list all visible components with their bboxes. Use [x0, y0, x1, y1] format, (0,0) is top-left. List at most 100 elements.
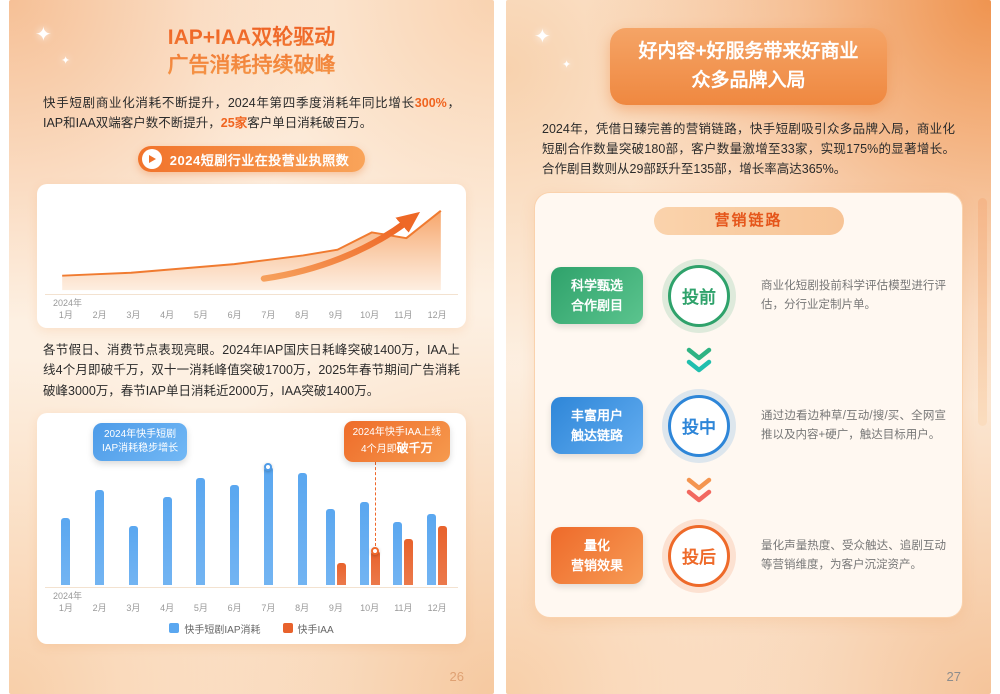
holiday-paragraph: 各节假日、消费节点表现亮眼。2024年IAP国庆日耗峰突破1400万，IAA上线… — [43, 343, 460, 398]
stage-description: 通过边看边种草/互动/搜/买、全网宣推以及内容+硬广，触达目标用户。 — [761, 409, 946, 441]
page-title: IAP+IAA双轮驱动 广告消耗持续破峰 — [9, 24, 494, 81]
bar-iaa — [370, 550, 380, 585]
bar-chart: 2024年快手短剧 IAP消耗稳步增长 2024年快手IAA上线 4个月即破千万 — [45, 419, 458, 585]
axis-tick-label: 11月 — [394, 602, 413, 613]
bar-iap — [95, 489, 105, 585]
legend-swatch-blue — [169, 623, 180, 634]
area-chart — [62, 210, 442, 291]
stage-label-pill: 科学甄选 合作剧目 — [551, 267, 643, 325]
highlight-25-clients: 25家 — [220, 115, 248, 130]
x-axis-month-labels: 1月 2月 3月 4月 5月 6月 7月 8月 9月 10月 11月 12月 — [49, 601, 454, 614]
page-number: 27 — [946, 669, 961, 684]
bar-iap — [359, 501, 369, 585]
funnel-divider — [551, 475, 946, 507]
intro-text: 客户单日消耗破百万。 — [247, 115, 373, 130]
page-title-line1: 好内容+好服务带来好商业 — [638, 41, 859, 62]
bar-iaa — [404, 538, 414, 585]
callout-bold-text: 破千万 — [396, 440, 433, 455]
x-axis-month-labels: 1月 2月 3月 4月 5月 6月 7月 8月 9月 10月 11月 12月 — [49, 308, 454, 321]
bar-iap — [61, 517, 71, 585]
page-title-line2: 广告消耗持续破峰 — [167, 54, 336, 78]
legend-label: 快手IAA — [297, 624, 334, 636]
legend-item-iaa: 快手IAA — [282, 621, 334, 636]
axis-tick-label: 5月 — [193, 602, 208, 613]
funnel-stage-mid-launch: 丰富用户 触达链路 投中 通过边看边种草/互动/搜/买、全网宣推以及内容+硬广，… — [551, 377, 946, 475]
axis-tick-label: 2月 — [92, 602, 107, 613]
area-chart-card: 2024年 1月 2月 3月 4月 5月 6月 7月 8月 9月 10月 11月 12月 — [37, 184, 466, 329]
callout-text: 2024年快手短剧 — [103, 428, 177, 440]
stage-label-line2: 触达链路 — [570, 427, 623, 443]
stage-label-line1: 量化 — [583, 538, 610, 554]
data-point-dot — [371, 546, 380, 555]
data-point-dot — [264, 462, 273, 471]
stage-circle-pre: 投前 — [668, 264, 730, 327]
area-line — [62, 210, 442, 277]
stage-description: 商业化短剧投前科学评估模型进行评估，分行业定制片单。 — [761, 279, 946, 311]
axis-tick-label: 3月 — [126, 310, 141, 321]
callout-iap-growth: 2024年快手短剧 IAP消耗稳步增长 — [93, 422, 188, 461]
axis-tick-label: 8月 — [295, 310, 310, 321]
page-title-line2: 众多品牌入局 — [691, 70, 806, 92]
chart-title-badge: 2024短剧行业在投营业执照数 — [137, 146, 366, 173]
bar-group — [319, 461, 353, 585]
bar-series — [45, 461, 458, 585]
bar-group — [49, 461, 83, 585]
callout-text: 4个月即破千万 — [361, 440, 433, 455]
axis-tick-label: 11月 — [394, 310, 413, 321]
bar-iap — [263, 466, 273, 585]
bar-group — [285, 461, 319, 585]
callout-iaa-milestone: 2024年快手IAA上线 4个月即破千万 — [343, 420, 450, 462]
bar-chart-card: 2024年快手短剧 IAP消耗稳步增长 2024年快手IAA上线 4个月即破千万… — [37, 412, 466, 644]
axis-tick-label: 7月 — [261, 310, 276, 321]
highlight-300-percent: 300% — [414, 95, 447, 110]
bar-iap — [196, 477, 206, 585]
callout-connector-line — [375, 461, 377, 546]
x-axis-year-label: 2024年 — [53, 590, 83, 601]
stage-label-pill: 丰富用户 触达链路 — [551, 397, 643, 455]
axis-tick-label: 5月 — [193, 310, 208, 321]
funnel-divider — [551, 345, 946, 377]
bar-iap — [297, 472, 307, 585]
axis-tick-label: 4月 — [160, 310, 175, 321]
funnel-stage-post-launch: 量化 营销效果 投后 量化声量热度、受众触达、追剧互动等营销维度，为客户沉淀资产… — [551, 507, 946, 605]
bar-iap — [427, 513, 437, 585]
axis-tick-label: 8月 — [295, 602, 310, 613]
page-right: ✦ ✦ 好内容+好服务带来好商业 众多品牌入局 2024年，凭借日臻完善的营销链… — [506, 0, 991, 694]
funnel-header-pill: 营销链路 — [653, 206, 844, 235]
brand-paragraph: 2024年，凭借日臻完善的营销链路，快手短剧吸引众多品牌入局，商业化短剧合作数量… — [542, 121, 955, 177]
stage-label-line1: 科学甄选 — [570, 278, 623, 294]
marketing-funnel-card: 营销链路 科学甄选 合作剧目 投前 商业化短剧投前科学评估模型进行评估，分行业定… — [534, 191, 963, 618]
axis-tick-label: 7月 — [261, 602, 276, 613]
bar-group — [150, 461, 184, 585]
down-chevrons-icon — [647, 477, 751, 505]
sparkle-icon: ✦ — [35, 24, 52, 46]
axis-tick-label: 12月 — [427, 310, 447, 321]
bar-group — [184, 461, 218, 585]
chart-legend: 快手短剧IAP消耗 快手IAA — [45, 617, 458, 638]
bar-group — [420, 461, 454, 585]
bar-chart-x-axis: 2024年 1月 2月 3月 4月 5月 6月 7月 8月 9月 10月 11月 12月 — [45, 586, 458, 617]
bar-iap — [325, 508, 335, 585]
callout-text: IAP消耗稳步增长 — [102, 442, 179, 454]
chart-title-badge-label: 2024短剧行业在投营业执照数 — [169, 152, 350, 168]
page-title-line1: IAP+IAA双轮驱动 — [167, 26, 336, 49]
bar-group — [117, 461, 151, 585]
callout-text: 2024年快手IAA上线 — [352, 426, 441, 438]
bar-iap — [230, 484, 240, 585]
bar-group — [353, 461, 387, 585]
sparkle-icon: ✦ — [562, 59, 572, 71]
axis-tick-label: 6月 — [227, 310, 242, 321]
page-title: 好内容+好服务带来好商业 众多品牌入局 — [610, 28, 887, 105]
page-number: 26 — [449, 669, 464, 684]
page-edge-decoration — [978, 198, 987, 426]
area-fill — [62, 210, 441, 291]
axis-tick-label: 6月 — [227, 602, 242, 613]
page-left: ✦ ✦ IAP+IAA双轮驱动 广告消耗持续破峰 快手短剧商业化消耗不断提升，2… — [9, 0, 494, 694]
bar-iaa — [336, 562, 346, 585]
intro-text: ，IAP和IAA双端客户数不断提升， — [43, 95, 460, 130]
stage-label-pill: 量化 营销效果 — [551, 527, 643, 585]
axis-tick-label: 1月 — [58, 602, 73, 613]
trend-arrow-icon — [260, 212, 421, 282]
intro-text: 快手短剧商业化消耗不断提升，2024年第四季度消耗年同比增长 — [43, 95, 415, 110]
intro-paragraph: 快手短剧商业化消耗不断提升，2024年第四季度消耗年同比增长300%，IAP和I… — [43, 93, 460, 134]
